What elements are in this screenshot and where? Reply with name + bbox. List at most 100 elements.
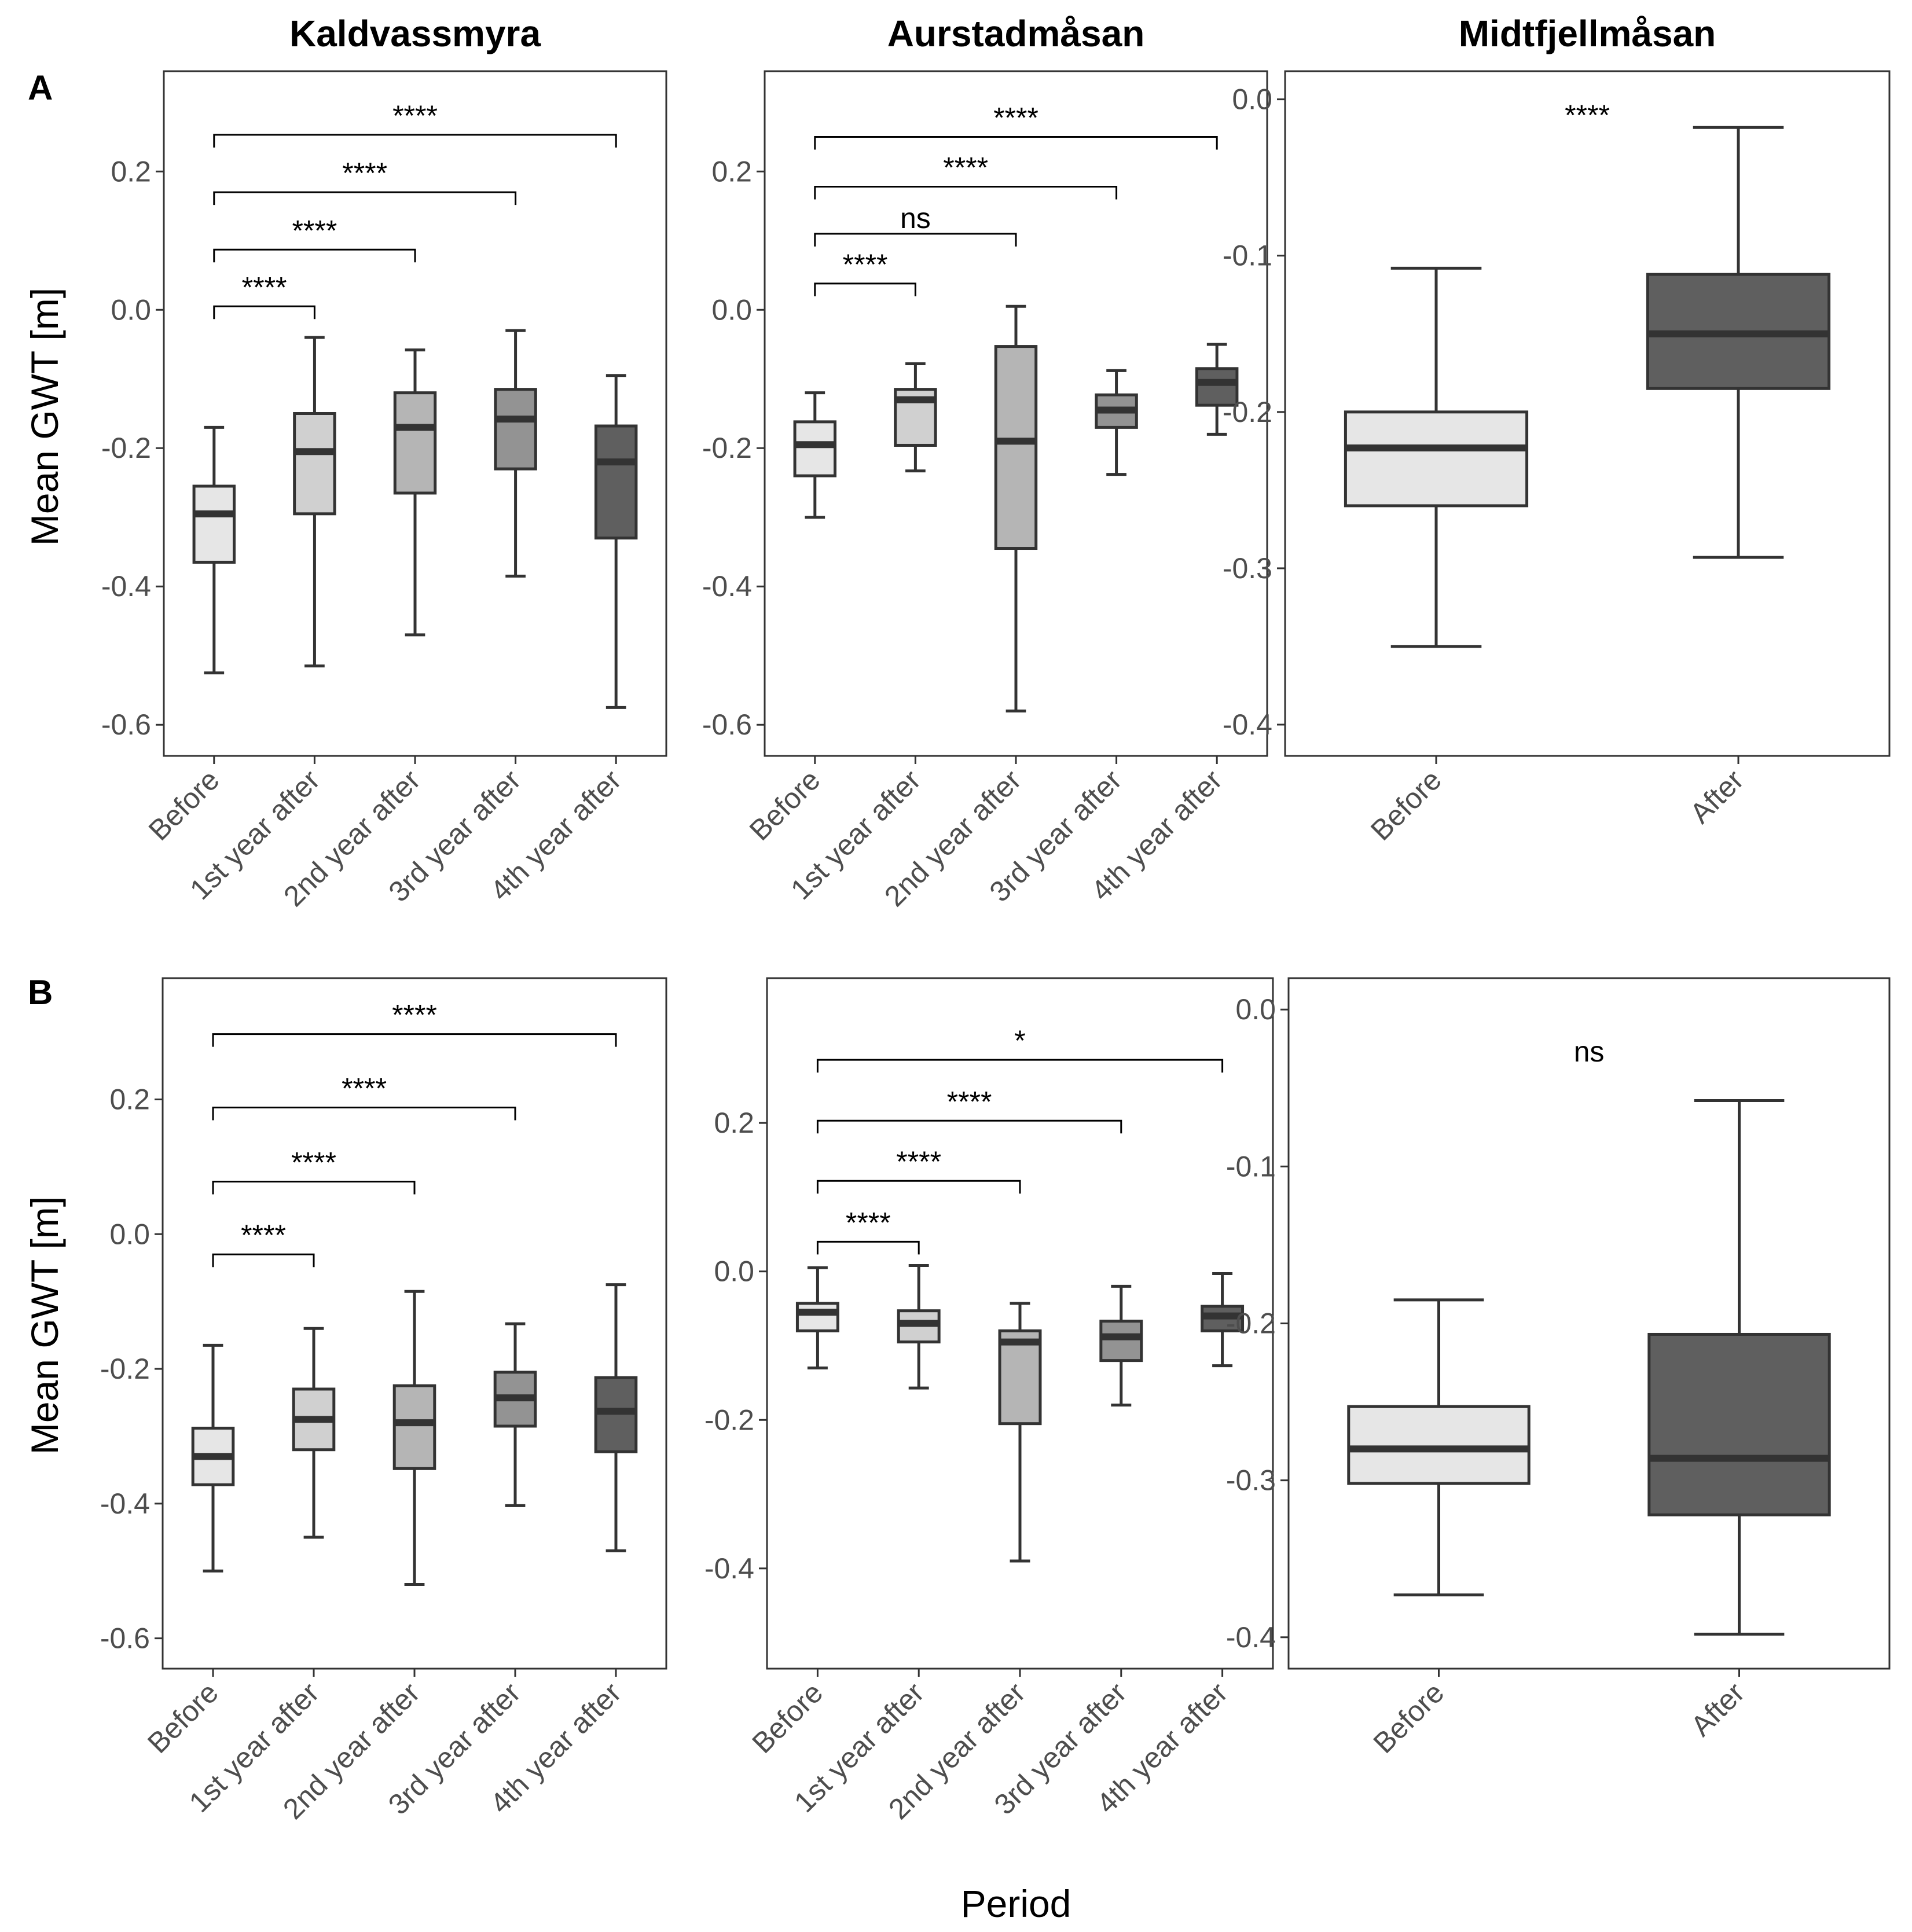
iqr-box xyxy=(1347,1405,1531,1485)
comparison-bracket-1st-year-after: **** xyxy=(212,1219,315,1268)
box-1st-year-after xyxy=(894,362,937,473)
y-tick-label: -0.4 xyxy=(702,570,752,603)
comparison-bracket-1st-year-after: **** xyxy=(213,271,315,319)
iqr-box xyxy=(494,388,537,471)
comparison-bracket-3rd-year-after: **** xyxy=(816,1085,1122,1134)
iqr-box xyxy=(793,420,837,478)
significance-label: * xyxy=(1014,1024,1025,1057)
box-3rd-year-after xyxy=(493,1322,537,1507)
significance-label: **** xyxy=(943,152,988,184)
iqr-box xyxy=(994,345,1038,550)
box-2nd-year-after xyxy=(998,1302,1042,1563)
y-tick-label: 0.0 xyxy=(111,293,151,326)
significance-label: **** xyxy=(292,214,337,247)
bracket-line xyxy=(213,134,617,148)
comparison-bracket-2nd-year-after: **** xyxy=(212,1146,416,1195)
box-after xyxy=(1647,1099,1831,1636)
y-tick-label: 0.0 xyxy=(711,293,752,326)
significance-label: **** xyxy=(896,1145,941,1178)
y-tick-label: -0.4 xyxy=(704,1552,754,1585)
significance-label: **** xyxy=(993,102,1038,134)
y-tick-label: 0.2 xyxy=(111,155,151,188)
iqr-box xyxy=(192,484,236,564)
significance-label: ns xyxy=(900,202,931,234)
box-before xyxy=(192,425,236,675)
box-1st-year-after xyxy=(293,336,336,668)
bracket-line xyxy=(814,282,916,296)
y-tick-label: 0.0 xyxy=(714,1255,754,1288)
significance-label: **** xyxy=(392,999,437,1031)
iqr-box xyxy=(594,424,638,540)
panel-title: Aurstadmåsan xyxy=(887,13,1145,54)
y-tick-label: -0.2 xyxy=(1226,1307,1276,1340)
bracket-line xyxy=(213,248,416,263)
y-axis-title-a: Mean GWT [m] xyxy=(23,288,66,546)
bracket-line xyxy=(212,1253,315,1268)
x-axis-title: Period xyxy=(961,1882,1071,1925)
row-label-a: A xyxy=(28,68,53,107)
significance-label: **** xyxy=(843,248,888,281)
y-tick-label: -0.4 xyxy=(1223,708,1272,741)
bracket-line xyxy=(814,233,1017,247)
bracket-line xyxy=(212,1181,416,1195)
box-before xyxy=(191,1343,235,1573)
y-tick-label: 0.2 xyxy=(711,155,752,188)
comparison-bracket-1st-year-after: **** xyxy=(814,248,916,296)
box-4th-year-after xyxy=(1195,343,1239,436)
y-tick-label: -0.1 xyxy=(1226,1150,1276,1182)
iqr-box xyxy=(998,1329,1042,1426)
comparison-bracket-3rd-year-after: **** xyxy=(212,1072,516,1121)
significance-label: **** xyxy=(846,1206,891,1239)
box-4th-year-after xyxy=(594,374,638,709)
iqr-box xyxy=(1195,367,1239,407)
comparison-bracket-3rd-year-after: **** xyxy=(213,157,517,205)
significance-label: **** xyxy=(342,157,387,189)
comparison-bracket-2nd-year-after: ns xyxy=(814,202,1017,247)
box-4th-year-after xyxy=(594,1283,638,1552)
y-tick-label: -0.3 xyxy=(1226,1464,1276,1497)
y-tick-label: 0.2 xyxy=(714,1107,754,1139)
iqr-box xyxy=(1099,1320,1143,1362)
significance-label: **** xyxy=(342,1072,387,1104)
bracket-line xyxy=(816,1059,1224,1073)
y-tick-label: -0.6 xyxy=(100,1622,150,1655)
bracket-line xyxy=(213,191,517,205)
comparison-bracket-2nd-year-after: **** xyxy=(213,214,416,263)
y-tick-label: -0.2 xyxy=(702,432,752,464)
overall-significance-label: **** xyxy=(1565,99,1610,131)
box-2nd-year-after xyxy=(392,1290,436,1586)
y-tick-label: -0.6 xyxy=(702,708,752,741)
box-before xyxy=(1344,266,1529,648)
significance-label: **** xyxy=(291,1146,336,1178)
row-label-b: B xyxy=(28,973,53,1012)
box-2nd-year-after xyxy=(393,348,437,637)
iqr-box xyxy=(293,412,336,516)
bracket-line xyxy=(814,186,1118,200)
box-4th-year-after xyxy=(1201,1272,1245,1368)
y-tick-label: -0.2 xyxy=(100,1353,150,1385)
iqr-box xyxy=(1647,1332,1831,1516)
y-tick-label: 0.0 xyxy=(1232,83,1272,116)
y-tick-label: -0.4 xyxy=(1226,1621,1276,1654)
y-tick-label: -0.3 xyxy=(1223,552,1272,585)
comparison-bracket-4th-year-after: **** xyxy=(212,999,617,1047)
significance-label: **** xyxy=(242,271,287,303)
panel-title: Kaldvassmyra xyxy=(289,13,541,54)
significance-label: **** xyxy=(392,100,438,132)
y-tick-label: -0.1 xyxy=(1223,240,1272,272)
comparison-bracket-1st-year-after: **** xyxy=(816,1206,920,1255)
bracket-line xyxy=(212,1106,516,1121)
box-1st-year-after xyxy=(897,1263,941,1390)
y-tick-label: -0.4 xyxy=(100,1487,150,1520)
box-3rd-year-after xyxy=(1099,1284,1143,1407)
overall-significance-label: ns xyxy=(1574,1035,1605,1068)
comparison-bracket-4th-year-after: **** xyxy=(213,100,617,148)
y-tick-label: -0.2 xyxy=(101,432,151,464)
box-before xyxy=(793,391,837,519)
iqr-box xyxy=(392,1384,436,1470)
y-tick-label: -0.6 xyxy=(101,708,151,741)
bracket-line xyxy=(213,305,315,319)
box-before xyxy=(1347,1298,1531,1597)
